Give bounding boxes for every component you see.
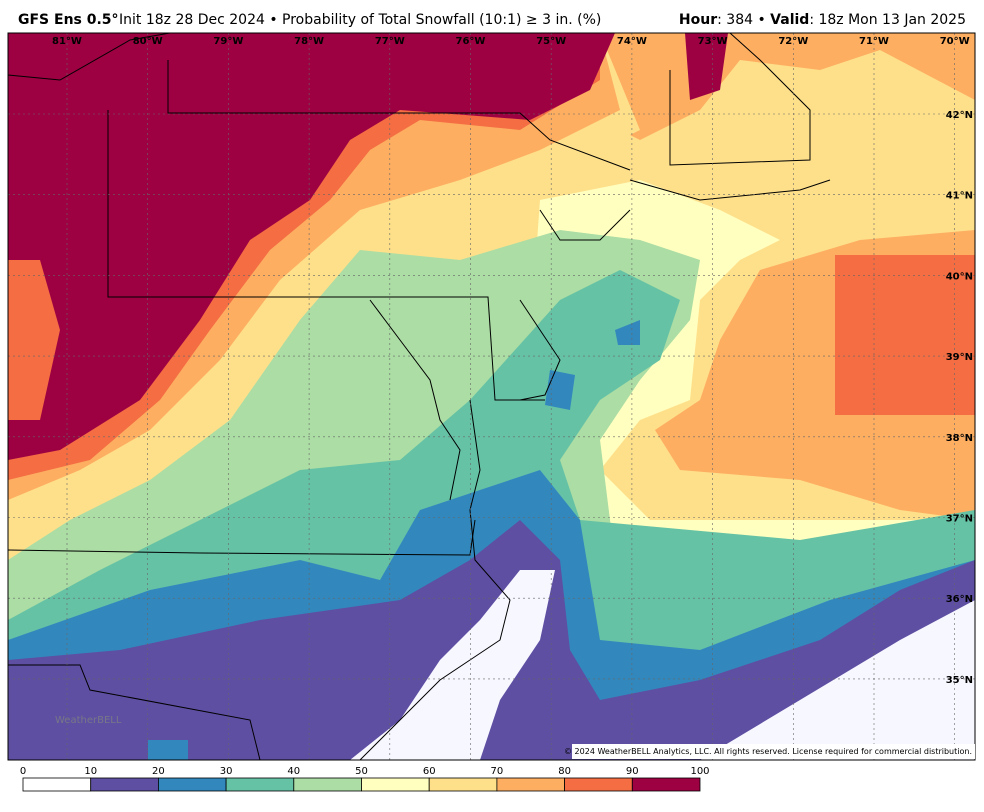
- valid-time: : 18z Mon 13 Jan 2025: [809, 12, 966, 28]
- colorbar-segment: [564, 777, 633, 792]
- colorbar-label: 70: [491, 766, 504, 777]
- colorbar-label: 30: [220, 766, 233, 777]
- colorbar-label: 20: [152, 766, 165, 777]
- copyright-bg: [572, 744, 975, 759]
- model-name: GFS Ens 0.5°: [18, 12, 119, 28]
- logo: WeatherBELL: [55, 715, 122, 726]
- map: [8, 33, 975, 760]
- colorbar-segment: [22, 777, 92, 792]
- copyright: © 2024 WeatherBELL Analytics, LLC. All r…: [564, 747, 972, 756]
- colorbar-label: 80: [558, 766, 571, 777]
- colorbar-segment: [361, 777, 430, 792]
- lon-label: 70°W: [940, 36, 970, 47]
- lat-label: 39°N: [946, 352, 973, 363]
- lon-label: 80°W: [133, 36, 163, 47]
- lon-label: 76°W: [456, 36, 486, 47]
- colorbar-label: 50: [355, 766, 368, 777]
- valid-info: Hour: 384 • Valid: 18z Mon 13 Jan 2025: [679, 12, 966, 28]
- map-title: Init 18z 28 Dec 2024 • Probability of To…: [119, 12, 601, 28]
- lon-label: 79°W: [213, 36, 243, 47]
- lon-label: 75°W: [536, 36, 566, 47]
- colorbar-label: 40: [287, 766, 300, 777]
- lat-label: 37°N: [946, 514, 973, 525]
- lon-label: 77°W: [375, 36, 405, 47]
- colorbar-label: 60: [423, 766, 436, 777]
- lat-label: 41°N: [946, 191, 973, 202]
- colorbar-segment: [631, 777, 701, 792]
- lon-label: 81°W: [52, 36, 82, 47]
- lat-label: 42°N: [946, 110, 973, 121]
- colorbar-segment: [157, 777, 227, 792]
- colorbar-label: 90: [626, 766, 639, 777]
- colorbar-segment: [428, 777, 498, 792]
- hour: : 384 •: [717, 12, 770, 28]
- lon-label: 73°W: [698, 36, 728, 47]
- colorbar-label: 100: [690, 766, 709, 777]
- lat-label: 36°N: [946, 594, 973, 605]
- lon-label: 72°W: [778, 36, 808, 47]
- colorbar-label: 10: [84, 766, 97, 777]
- lon-label: 78°W: [294, 36, 324, 47]
- colorbar-segment: [293, 777, 362, 792]
- lat-label: 38°N: [946, 433, 973, 444]
- colorbar-segment: [90, 777, 159, 792]
- map-frame: [7, 32, 976, 761]
- lat-label: 35°N: [946, 675, 973, 686]
- lon-label: 71°W: [859, 36, 889, 47]
- colorbar-segment: [225, 777, 295, 792]
- lon-label: 74°W: [617, 36, 647, 47]
- valid-label: Valid: [770, 12, 809, 28]
- lat-label: 40°N: [946, 271, 973, 282]
- hour-label: Hour: [679, 12, 717, 28]
- colorbar-label: 0: [20, 766, 26, 777]
- colorbar-segment: [496, 777, 565, 792]
